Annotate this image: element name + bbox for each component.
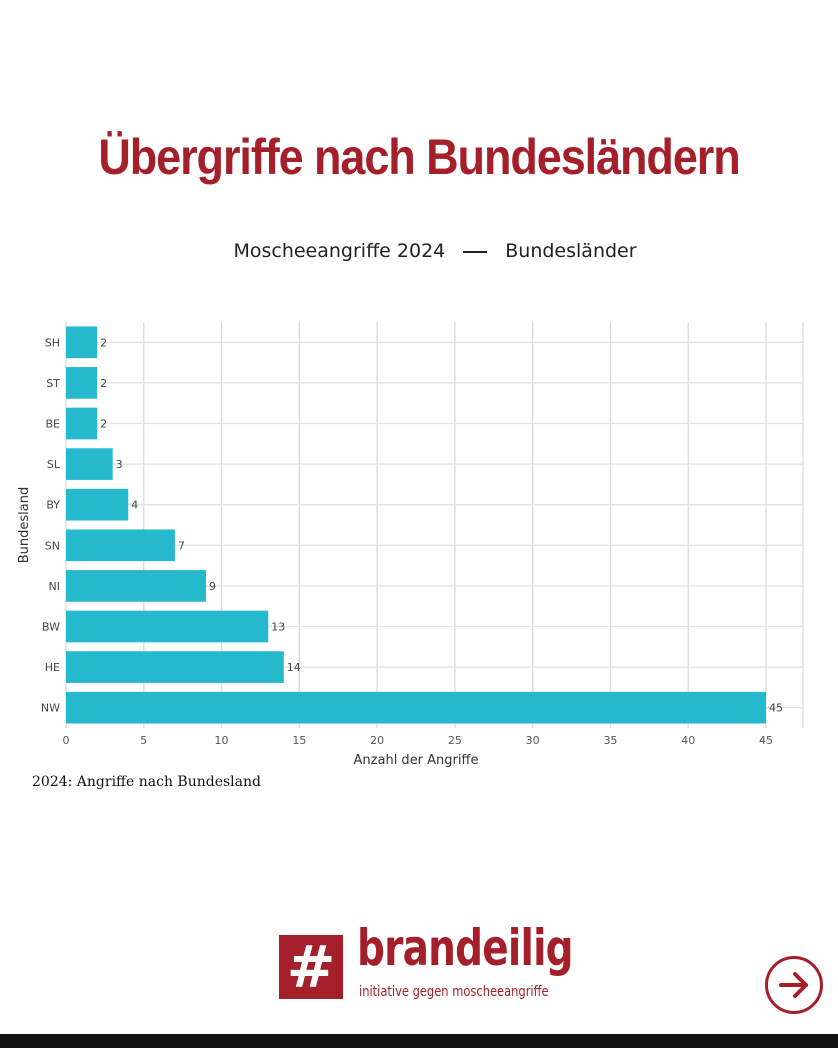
y-tick-label: BY (46, 499, 60, 512)
subtitle-dash (463, 250, 488, 253)
bar-be (66, 407, 98, 440)
x-tick-label: 25 (448, 734, 462, 747)
bottom-bar (0, 1034, 838, 1048)
bar-nw (66, 691, 766, 724)
x-tick-label: 30 (526, 734, 540, 747)
data-label: 3 (116, 458, 123, 471)
y-tick-label: SH (45, 336, 60, 349)
hashtag-logo-mark: # (279, 935, 343, 999)
data-label: 45 (769, 702, 783, 715)
brand-name: brandeilig (357, 919, 574, 977)
x-tick-label: 15 (292, 734, 306, 747)
bar-sl (66, 448, 113, 480)
y-tick-label: SL (47, 458, 61, 471)
chart-caption: 2024: Angriffe nach Bundesland (32, 774, 261, 790)
y-tick-label: BW (42, 621, 60, 634)
x-tick-label: 35 (603, 734, 617, 747)
data-label: 2 (100, 336, 107, 349)
y-tick-label: BE (46, 418, 61, 431)
data-label: 13 (271, 621, 285, 634)
data-label: 9 (209, 580, 216, 593)
subtitle-left: Moscheeangriffe 2024 (233, 240, 446, 262)
bar-bw (66, 610, 269, 643)
data-label: 2 (100, 377, 107, 390)
bar-ni (66, 570, 206, 602)
y-tick-label: NW (41, 702, 60, 715)
bar-sn (66, 529, 175, 562)
bar-chart: 0 5 10 15 20 25 30 35 40 45 SH 2 ST 2 BE 2 SL 3 BY 4 SN 7 NI 9 B… (17, 322, 804, 768)
y-tick-label: ST (46, 377, 60, 390)
x-tick-label: 45 (759, 734, 773, 747)
x-axis-title: Anzahl der Angriffe (354, 753, 479, 768)
arrow-right-icon (779, 972, 808, 998)
subtitle-right: Bundesländer (505, 240, 637, 262)
data-label: 4 (131, 499, 138, 512)
y-axis-title: Bundesland (17, 487, 32, 564)
y-tick-label: HE (45, 661, 60, 674)
x-tick-label: 0 (63, 734, 70, 747)
brand-tagline: initiative gegen moscheeangriffe (359, 984, 549, 1000)
next-page-button[interactable] (765, 956, 823, 1014)
bar-st (66, 367, 98, 399)
page-title: Übergriffe nach Bundesländern (98, 129, 740, 185)
x-tick-label: 20 (370, 734, 384, 747)
bar-sh (66, 326, 98, 359)
y-tick-label: SN (45, 539, 60, 552)
y-tick-label: NI (49, 580, 60, 593)
data-label: 14 (287, 661, 301, 674)
data-label: 7 (178, 539, 185, 552)
x-tick-label: 10 (215, 734, 229, 747)
x-tick-label: 40 (681, 734, 695, 747)
bar-by (66, 488, 129, 521)
bar-he (66, 651, 284, 683)
data-label: 2 (100, 418, 107, 431)
x-tick-label: 5 (140, 734, 147, 747)
chart-subtitle: Moscheeangriffe 2024 Bundesländer (0, 240, 838, 262)
